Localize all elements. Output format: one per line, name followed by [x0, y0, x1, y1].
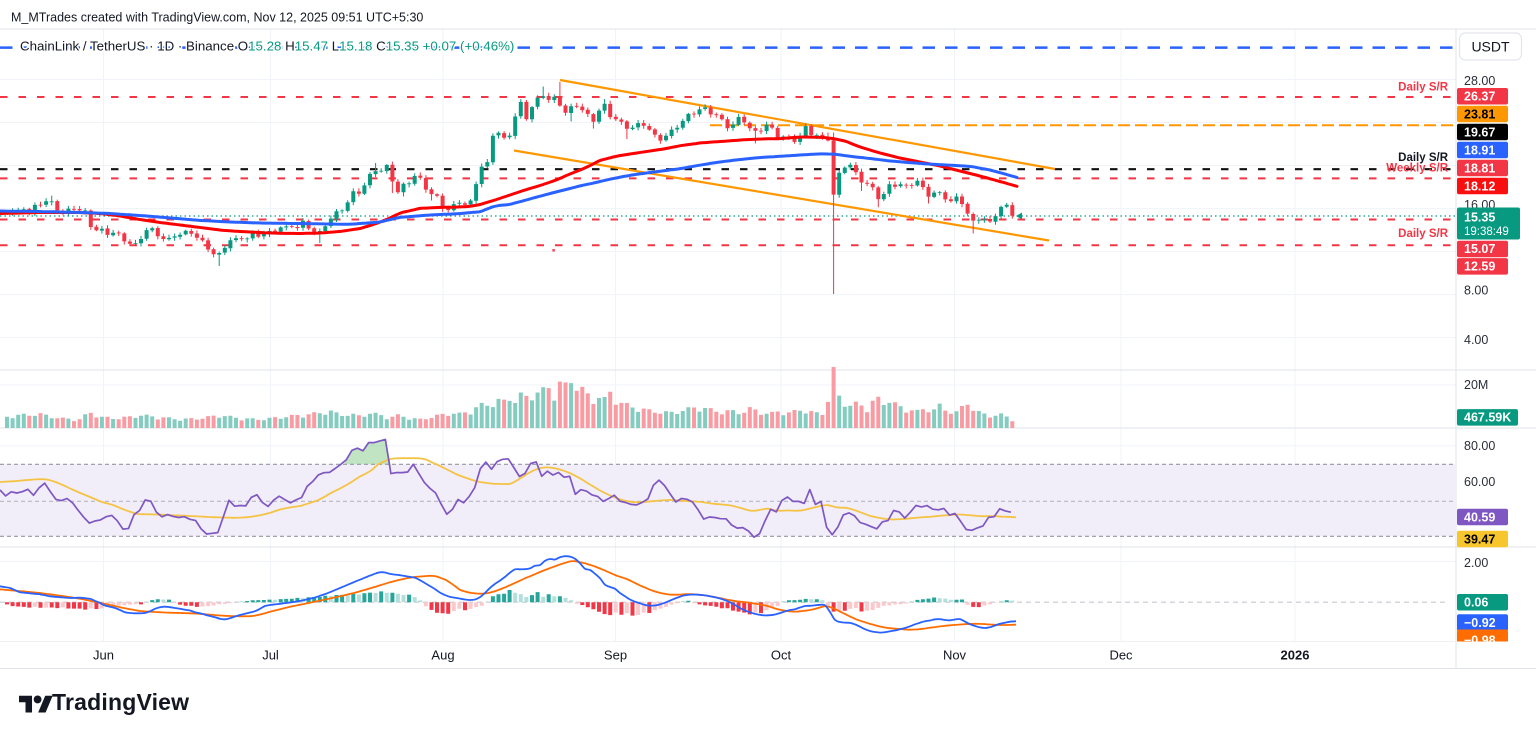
svg-text:18.81: 18.81: [1464, 161, 1495, 175]
svg-text:Dec: Dec: [1109, 648, 1133, 663]
svg-text:Weekly S/R: Weekly S/R: [1386, 163, 1448, 175]
svg-text:TradingView: TradingView: [52, 689, 189, 715]
svg-text:26.37: 26.37: [1464, 90, 1495, 104]
svg-text:Oct: Oct: [771, 648, 792, 663]
svg-text:4.00: 4.00: [1464, 333, 1488, 347]
svg-text:39.47: 39.47: [1464, 532, 1495, 546]
svg-text:23.81: 23.81: [1464, 107, 1495, 121]
svg-text:Jul: Jul: [262, 648, 279, 663]
svg-text:20M: 20M: [1464, 378, 1488, 392]
svg-text:18.91: 18.91: [1464, 143, 1495, 157]
svg-text:Nov: Nov: [943, 648, 967, 663]
svg-text:2.00: 2.00: [1464, 556, 1488, 570]
svg-text:19:38:49: 19:38:49: [1464, 226, 1509, 238]
svg-text:−0.98: −0.98: [1464, 634, 1496, 648]
svg-text:12.59: 12.59: [1464, 260, 1495, 274]
svg-text:15.07: 15.07: [1464, 242, 1495, 256]
svg-text:19.67: 19.67: [1464, 125, 1495, 139]
svg-text:Sep: Sep: [604, 648, 627, 663]
svg-text:18.12: 18.12: [1464, 179, 1495, 193]
svg-text:Daily S/R: Daily S/R: [1398, 82, 1449, 94]
svg-text:USDT: USDT: [1471, 39, 1510, 55]
svg-text:Aug: Aug: [431, 648, 454, 663]
svg-text:ChainLink / TetherUS · 1D · Bi: ChainLink / TetherUS · 1D · Binance O15.…: [20, 39, 514, 54]
svg-text:2026: 2026: [1281, 648, 1310, 663]
svg-text:−0.92: −0.92: [1464, 616, 1496, 630]
svg-text:15.35: 15.35: [1464, 211, 1495, 225]
svg-text:60.00: 60.00: [1464, 475, 1495, 489]
svg-text:Jun: Jun: [93, 648, 114, 663]
svg-text:0.06: 0.06: [1464, 596, 1488, 610]
svg-text:M_MTrades created with Trading: M_MTrades created with TradingView.com, …: [11, 11, 423, 25]
svg-text:8.00: 8.00: [1464, 284, 1488, 298]
svg-text:40.59: 40.59: [1464, 510, 1495, 524]
svg-text:Daily S/R: Daily S/R: [1398, 228, 1449, 240]
svg-text:467.59K: 467.59K: [1464, 411, 1511, 425]
svg-text:80.00: 80.00: [1464, 439, 1495, 453]
svg-text:28.00: 28.00: [1464, 74, 1495, 88]
svg-text:Daily S/R: Daily S/R: [1398, 152, 1449, 164]
